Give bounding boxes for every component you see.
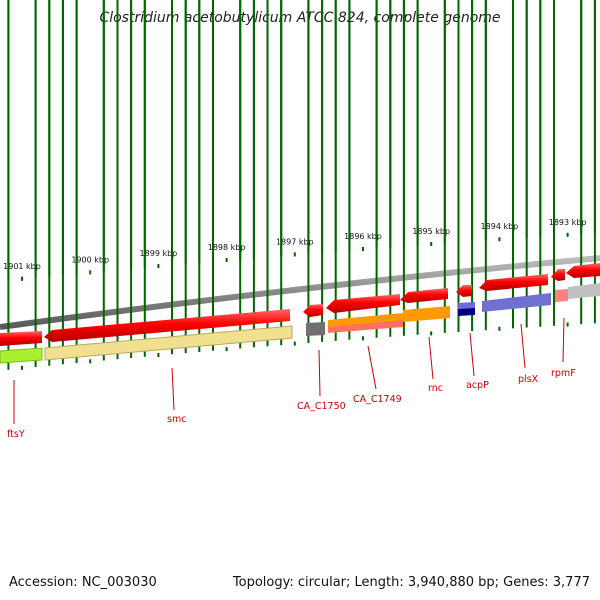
gene-arrow-CA_C1749[interactable] — [326, 294, 400, 313]
scale-label: 1900 kbp — [71, 255, 109, 264]
gene-arrow-next[interactable] — [566, 263, 600, 278]
scale-label: 1898 kbp — [208, 243, 246, 252]
category-bar-next — [568, 283, 600, 299]
category-bar-acpP-b — [458, 308, 475, 316]
gene-label-rpmF[interactable]: rpmF — [551, 368, 576, 379]
gene-label-plsX[interactable]: plsX — [518, 374, 539, 385]
accession-text: Accession: NC_003030 — [9, 575, 157, 590]
gene-arrow-CA_C1750[interactable] — [303, 304, 323, 317]
gene-arrow-ftsY[interactable] — [0, 331, 42, 346]
gene-arrow-rpmF[interactable] — [551, 269, 565, 281]
gene-label-smc[interactable]: smc — [167, 414, 186, 425]
leader-acpP — [469, 332, 475, 377]
gene-labels: ftsY smc CA_C1750 CA_C1749 rnc acpP plsX… — [7, 368, 576, 440]
scale-label: 1899 kbp — [140, 249, 178, 258]
category-bar-CA_C1750 — [306, 322, 325, 336]
genome-backbone — [0, 255, 600, 330]
category-bar-CA_C1749-b — [328, 320, 403, 333]
category-bar-acpP — [458, 302, 475, 309]
leader-CA_C1750 — [318, 349, 321, 397]
scale-label: 1901 kbp — [3, 262, 41, 271]
gene-arrows — [0, 263, 600, 346]
gene-label-acpP[interactable]: acpP — [466, 380, 489, 391]
gene-label-CA_C1750[interactable]: CA_C1750 — [297, 401, 346, 412]
category-bar-rpmF — [555, 289, 568, 302]
scale-label: 1895 kbp — [412, 227, 450, 236]
gene-arrow-rnc[interactable] — [400, 288, 448, 303]
label-leaders — [13, 317, 565, 424]
gene-arrow-smc[interactable] — [44, 309, 290, 342]
category-bar-rnc — [403, 306, 450, 322]
leader-rnc — [428, 336, 434, 380]
leader-CA_C1749 — [367, 345, 377, 390]
gene-label-rnc[interactable]: rnc — [428, 383, 443, 394]
topology-text: Topology: circular; Length: 3,940,880 bp… — [232, 575, 590, 590]
leader-plsX — [520, 323, 526, 369]
category-bar-smc — [44, 325, 293, 361]
scale-label: 1896 kbp — [344, 232, 382, 241]
gene-arrow-plsX[interactable] — [479, 274, 548, 291]
category-bar-ftsY — [0, 347, 43, 364]
category-bar-plsX — [482, 293, 551, 312]
leader-smc — [171, 367, 175, 411]
scale-label: 1893 kbp — [549, 218, 587, 227]
leader-rpmF — [562, 317, 565, 363]
category-bars — [0, 283, 600, 364]
scale-labels: 1901 kbp 1900 kbp 1899 kbp 1898 kbp 1897 kbp… — [3, 218, 586, 271]
gene-label-ftsY[interactable]: ftsY — [7, 429, 25, 440]
scale-label: 1894 kbp — [481, 222, 519, 231]
scale-label: 1897 kbp — [276, 237, 314, 246]
gene-arrow-acpP[interactable] — [456, 285, 472, 297]
gene-label-CA_C1749[interactable]: CA_C1749 — [353, 394, 402, 405]
